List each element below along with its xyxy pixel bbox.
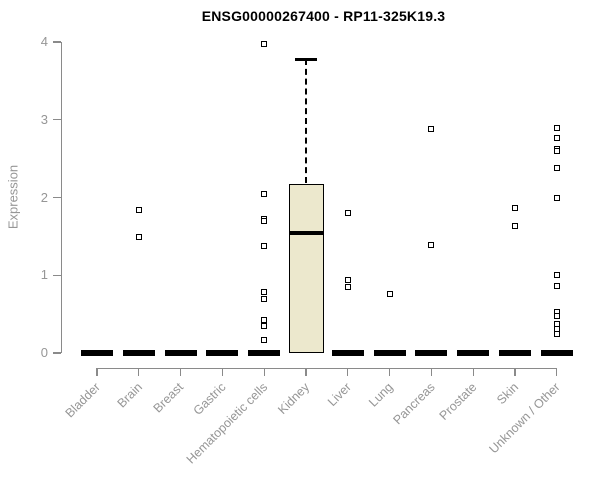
collapsed-box-unknown-other — [540, 350, 573, 356]
x-axis-tick — [96, 368, 98, 376]
outlier-point-skin — [512, 205, 518, 212]
x-axis-label-prostate: Prostate — [436, 380, 480, 423]
outlier-point-unknown-other — [553, 195, 560, 202]
collapsed-box-lung — [373, 350, 406, 356]
upper-whisker-cap-kidney — [295, 58, 317, 61]
outlier-point-hematopoietic-cells — [261, 41, 268, 48]
collapsed-box-liver — [331, 350, 364, 356]
outlier-point-unknown-other — [553, 125, 560, 132]
y-axis-tick — [53, 352, 61, 354]
x-axis-label-kidney: Kidney — [274, 380, 312, 417]
collapsed-box-prostate — [457, 350, 490, 356]
outlier-point-brain — [135, 234, 142, 241]
collapsed-box-breast — [164, 350, 197, 356]
outlier-point-lung — [386, 290, 393, 297]
collapsed-box-hematopoietic-cells — [248, 350, 281, 356]
collapsed-box-pancreas — [415, 350, 448, 356]
collapsed-box-gastric — [206, 350, 239, 356]
outlier-point-unknown-other — [553, 147, 560, 154]
x-axis-label-unknown-other: Unknown / Other — [486, 380, 563, 457]
y-axis-tick — [53, 41, 61, 43]
y-axis-tick-label: 3 — [40, 111, 48, 127]
outlier-point-hematopoietic-cells — [261, 289, 268, 296]
x-axis-label-hematopoietic-cells: Hematopoietic cells — [183, 380, 271, 467]
outlier-point-unknown-other — [553, 272, 560, 279]
outlier-point-hematopoietic-cells — [261, 322, 268, 329]
x-axis-label-bladder: Bladder — [62, 380, 103, 421]
outlier-point-liver — [344, 210, 351, 217]
outlier-point-hematopoietic-cells — [261, 217, 268, 224]
x-axis-tick — [556, 368, 558, 376]
chart-title: ENSG00000267400 - RP11-325K19.3 — [201, 8, 446, 24]
outlier-point-hematopoietic-cells — [261, 191, 268, 198]
boxplot-box-kidney — [288, 183, 324, 353]
collapsed-box-brain — [122, 350, 155, 356]
x-axis-tick — [263, 368, 265, 376]
y-axis-tick — [53, 196, 61, 199]
y-axis-tick-label: 4 — [40, 34, 48, 49]
y-axis-tick — [53, 274, 61, 276]
outlier-point-hematopoietic-cells — [261, 242, 268, 249]
x-axis-tick — [388, 368, 391, 376]
outlier-point-unknown-other — [553, 331, 560, 338]
collapsed-box-bladder — [81, 350, 113, 356]
collapsed-box-skin — [499, 350, 531, 356]
x-axis-label-pancreas: Pancreas — [390, 380, 438, 428]
outlier-point-hematopoietic-cells — [261, 336, 268, 343]
y-axis-tick-label: 0 — [40, 345, 48, 360]
x-axis-label-skin: Skin — [493, 380, 521, 408]
y-axis-label: Expression — [5, 164, 21, 230]
outlier-point-unknown-other — [553, 135, 560, 142]
outlier-point-hematopoietic-cells — [261, 295, 268, 302]
upper-whisker-kidney — [305, 59, 307, 184]
x-axis-tick — [179, 368, 182, 376]
x-axis-label-lung: Lung — [365, 380, 396, 410]
outlier-point-unknown-other — [553, 164, 560, 171]
x-axis-tick — [138, 368, 140, 376]
x-axis-tick — [221, 368, 224, 376]
x-axis-line — [97, 368, 557, 370]
x-axis-tick — [305, 368, 307, 376]
x-axis-label-liver: Liver — [324, 380, 354, 410]
y-axis-tick-label: 2 — [40, 189, 48, 205]
outlier-point-pancreas — [428, 241, 435, 248]
y-axis-tick-label: 1 — [40, 267, 48, 283]
x-axis-label-brain: Brain — [114, 380, 145, 411]
x-axis-tick — [514, 368, 516, 376]
outlier-point-liver — [344, 276, 351, 283]
outlier-point-pancreas — [428, 126, 435, 133]
x-axis-tick — [472, 368, 474, 376]
x-axis-tick — [430, 368, 433, 376]
outlier-point-unknown-other — [553, 312, 560, 319]
median-line-kidney — [288, 231, 324, 236]
y-axis-line — [61, 42, 63, 353]
x-axis-label-breast: Breast — [151, 380, 187, 416]
outlier-point-skin — [512, 223, 518, 230]
outlier-point-unknown-other — [553, 283, 560, 290]
x-axis-tick — [347, 368, 349, 376]
y-axis-tick — [53, 119, 61, 121]
x-axis-label-gastric: Gastric — [190, 380, 229, 418]
outlier-point-liver — [344, 283, 351, 290]
outlier-point-brain — [135, 206, 142, 213]
